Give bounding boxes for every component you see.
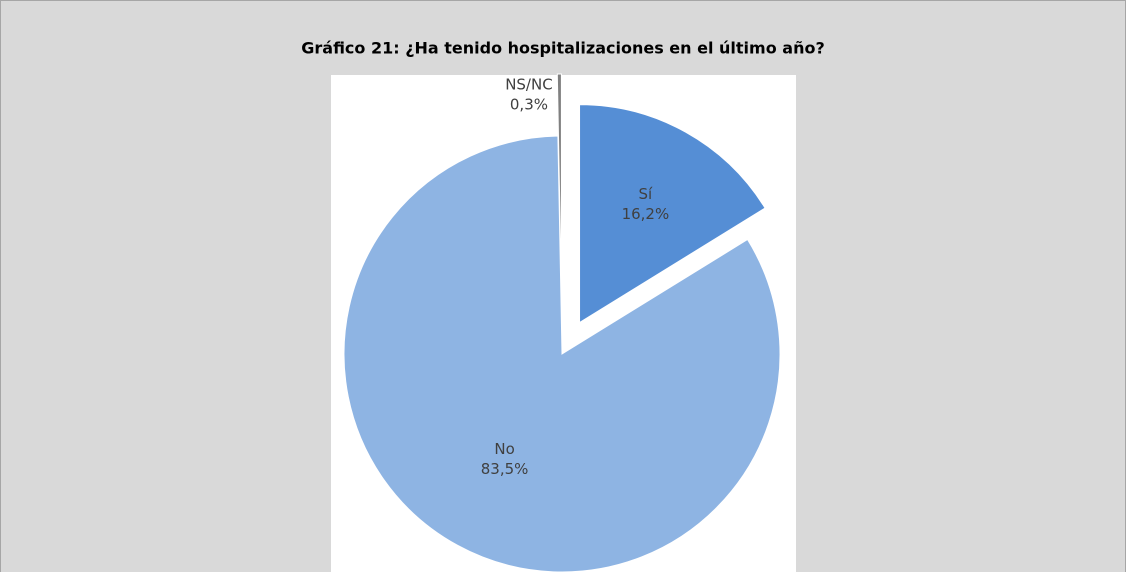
slice-category: Sí bbox=[639, 185, 654, 203]
slice-value-label: 16,2% bbox=[622, 205, 670, 223]
chart-title: Gráfico 21: ¿Ha tenido hospitalizaciones… bbox=[301, 39, 824, 58]
pie-slice bbox=[579, 104, 766, 324]
pie-slice bbox=[343, 135, 781, 572]
slice-category: No bbox=[494, 440, 514, 458]
slice-category: NS/NC bbox=[505, 76, 553, 94]
slice-value-label: 0,3% bbox=[510, 96, 548, 114]
slice-value-label: 83,5% bbox=[481, 460, 529, 478]
pie-slice bbox=[556, 73, 562, 293]
